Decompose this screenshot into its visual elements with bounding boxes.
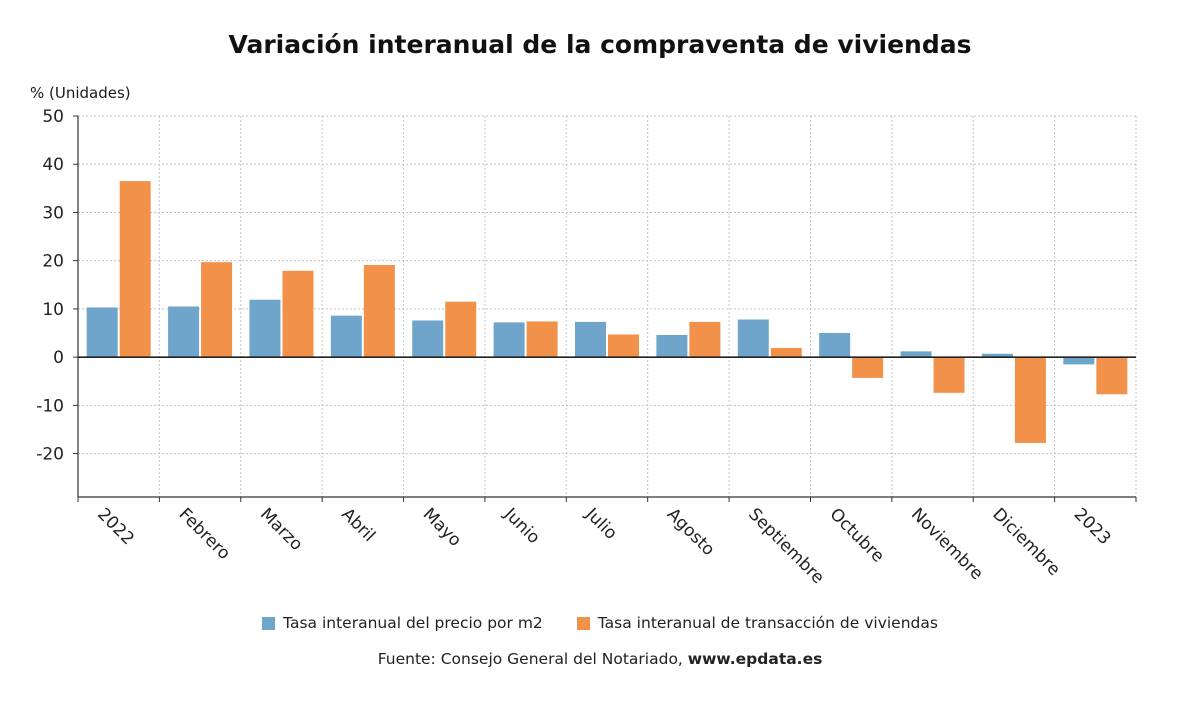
x-tick-label: Febrero: [175, 504, 235, 564]
y-tick-label: 0: [53, 348, 64, 368]
bar-price-9: [819, 333, 851, 358]
y-tick-label: -20: [36, 445, 64, 465]
source-text: Fuente: Consejo General del Notariado,: [377, 650, 688, 668]
bar-price-5: [493, 322, 525, 358]
bar-transactions-10: [933, 357, 965, 393]
chart-title: Variación interanual de la compraventa d…: [228, 30, 972, 59]
y-axis-unit-label: % (Unidades): [30, 84, 131, 102]
x-tick-label: Mayo: [419, 504, 465, 550]
y-tick-label: 50: [42, 107, 64, 127]
legend-label-transactions: Tasa interanual de transacción de vivien…: [597, 614, 938, 632]
source-note: Fuente: Consejo General del Notariado, w…: [0, 650, 1200, 668]
bar-price-1: [168, 306, 200, 358]
x-tick-label: Junio: [499, 504, 543, 548]
bar-transactions-5: [526, 321, 558, 358]
bar-transactions-4: [445, 301, 477, 358]
x-axis-ticks: 2022 Febrero Marzo Abril Mayo Junio Julio Agost…: [77, 497, 1137, 588]
bar-transactions-1: [201, 262, 233, 358]
x-tick-label: Octubre: [826, 504, 888, 566]
x-tick-label: 2023: [1070, 504, 1115, 549]
bar-transactions-9: [852, 357, 884, 378]
bar-price-6: [575, 321, 606, 358]
y-axis-ticks: -20 -10 0 10 20 30 40 50: [36, 107, 78, 465]
x-tick-label: Noviembre: [907, 504, 987, 584]
bars: [86, 181, 1128, 443]
legend-item-transactions: Tasa interanual de transacción de vivien…: [576, 614, 938, 632]
y-tick-label: 40: [42, 155, 64, 175]
bar-transactions-8: [770, 347, 802, 358]
bar-price-2: [249, 299, 281, 358]
x-tick-label: Marzo: [256, 504, 306, 554]
x-tick-label: Julio: [581, 504, 621, 544]
bar-price-4: [412, 320, 444, 358]
x-tick-label: Septiembre: [744, 504, 828, 588]
bar-transactions-7: [689, 321, 721, 358]
bar-price-10: [900, 351, 932, 358]
legend: Tasa interanual del precio por m2 Tasa i…: [0, 614, 1200, 632]
bar-price-0: [86, 307, 118, 358]
y-tick-label: 10: [42, 300, 64, 320]
axes: [77, 116, 1136, 498]
x-tick-label: Abril: [337, 504, 379, 546]
legend-label-price: Tasa interanual del precio por m2: [283, 614, 543, 632]
x-tick-label: Agosto: [663, 504, 719, 560]
y-tick-label: 30: [42, 203, 64, 223]
bar-price-3: [330, 315, 362, 358]
bar-transactions-12: [1096, 357, 1128, 395]
legend-item-price: Tasa interanual del precio por m2: [262, 614, 543, 632]
bar-price-12: [1063, 357, 1095, 365]
source-site: www.epdata.es: [687, 650, 823, 668]
bar-price-7: [656, 334, 688, 358]
y-tick-label: -10: [36, 396, 64, 416]
legend-swatch-transactions: [576, 616, 590, 630]
bar-price-8: [737, 319, 769, 358]
legend-swatch-price: [262, 616, 276, 630]
gridlines: [78, 115, 1137, 497]
x-tick-label: Diciembre: [988, 504, 1064, 580]
bar-price-11: [981, 353, 1013, 358]
bar-transactions-3: [363, 265, 395, 358]
bar-transactions-11: [1014, 357, 1046, 443]
bar-transactions-0: [119, 181, 151, 358]
y-tick-label: 20: [42, 252, 64, 272]
bar-transactions-6: [608, 334, 639, 358]
bar-transactions-2: [282, 270, 314, 358]
x-tick-label: 2022: [93, 504, 138, 549]
